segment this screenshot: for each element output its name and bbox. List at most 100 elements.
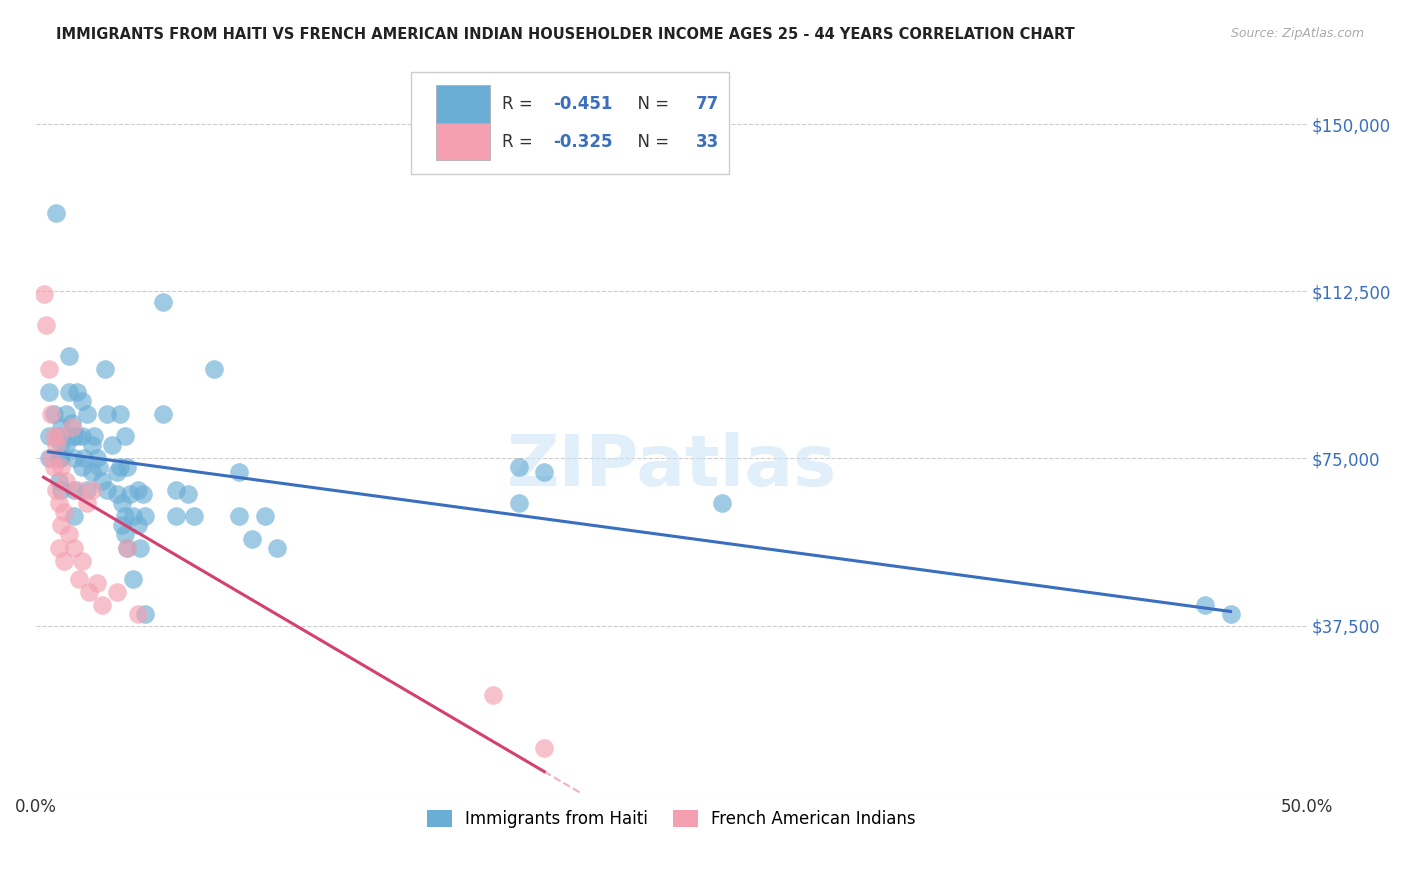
Point bbox=[48, 451, 70, 466]
Point bbox=[79, 585, 101, 599]
Point bbox=[45, 483, 67, 497]
Text: -0.451: -0.451 bbox=[553, 95, 613, 113]
Point bbox=[108, 460, 131, 475]
Point bbox=[127, 607, 149, 622]
Point bbox=[114, 429, 136, 443]
Point bbox=[121, 572, 143, 586]
Point bbox=[91, 599, 114, 613]
Point bbox=[70, 393, 93, 408]
Point bbox=[42, 460, 65, 475]
Point bbox=[96, 407, 118, 421]
Point bbox=[45, 438, 67, 452]
Point bbox=[533, 741, 555, 756]
Point bbox=[38, 451, 60, 466]
Point bbox=[52, 554, 75, 568]
Point bbox=[129, 541, 152, 555]
Point bbox=[58, 527, 80, 541]
Point bbox=[60, 416, 83, 430]
Point bbox=[165, 483, 187, 497]
Point bbox=[48, 429, 70, 443]
Point bbox=[63, 451, 86, 466]
Point bbox=[65, 483, 87, 497]
Point bbox=[48, 496, 70, 510]
Point bbox=[117, 541, 139, 555]
FancyBboxPatch shape bbox=[436, 123, 489, 161]
Point bbox=[65, 384, 87, 399]
Point bbox=[117, 541, 139, 555]
Point bbox=[83, 429, 105, 443]
Point bbox=[118, 487, 141, 501]
Point bbox=[134, 509, 156, 524]
Point bbox=[266, 541, 288, 555]
Point bbox=[63, 483, 86, 497]
Point bbox=[51, 451, 73, 466]
Point bbox=[91, 474, 114, 488]
Point bbox=[55, 438, 77, 452]
Point bbox=[51, 518, 73, 533]
Point bbox=[228, 509, 250, 524]
Point bbox=[42, 429, 65, 443]
Point bbox=[508, 460, 530, 475]
Point bbox=[117, 460, 139, 475]
Point bbox=[58, 349, 80, 363]
Point bbox=[65, 429, 87, 443]
Point bbox=[38, 362, 60, 376]
Point bbox=[48, 541, 70, 555]
Point bbox=[39, 407, 62, 421]
Point bbox=[508, 496, 530, 510]
Point bbox=[533, 465, 555, 479]
Point bbox=[114, 527, 136, 541]
Point bbox=[63, 541, 86, 555]
Point bbox=[67, 572, 90, 586]
Text: 77: 77 bbox=[696, 95, 718, 113]
FancyBboxPatch shape bbox=[411, 72, 728, 174]
Legend: Immigrants from Haiti, French American Indians: Immigrants from Haiti, French American I… bbox=[420, 804, 922, 835]
Point bbox=[105, 487, 128, 501]
Point bbox=[89, 460, 111, 475]
Point bbox=[63, 429, 86, 443]
Point bbox=[93, 362, 115, 376]
Point bbox=[42, 407, 65, 421]
Point bbox=[114, 509, 136, 524]
Point bbox=[228, 465, 250, 479]
Point bbox=[76, 496, 98, 510]
Point bbox=[51, 460, 73, 475]
Text: N =: N = bbox=[627, 95, 675, 113]
Point bbox=[76, 407, 98, 421]
Text: -0.325: -0.325 bbox=[553, 133, 613, 151]
Point bbox=[131, 487, 153, 501]
Text: 33: 33 bbox=[696, 133, 718, 151]
Point bbox=[35, 318, 58, 332]
Point bbox=[52, 505, 75, 519]
Point bbox=[152, 407, 174, 421]
Point bbox=[111, 496, 134, 510]
Point bbox=[55, 474, 77, 488]
Point bbox=[51, 420, 73, 434]
Point bbox=[38, 429, 60, 443]
Point bbox=[80, 483, 103, 497]
Point bbox=[48, 474, 70, 488]
Point bbox=[111, 518, 134, 533]
Point bbox=[108, 407, 131, 421]
Point bbox=[73, 451, 96, 466]
Point bbox=[177, 487, 200, 501]
Point bbox=[76, 483, 98, 497]
FancyBboxPatch shape bbox=[436, 85, 489, 123]
Point bbox=[55, 407, 77, 421]
Point bbox=[101, 438, 124, 452]
Point bbox=[48, 429, 70, 443]
Point bbox=[86, 576, 108, 591]
Point bbox=[86, 451, 108, 466]
Point bbox=[38, 384, 60, 399]
Text: R =: R = bbox=[502, 133, 538, 151]
Point bbox=[165, 509, 187, 524]
Point bbox=[253, 509, 276, 524]
Point bbox=[711, 496, 734, 510]
Point bbox=[70, 554, 93, 568]
Point bbox=[127, 518, 149, 533]
Point bbox=[240, 532, 263, 546]
Point bbox=[105, 585, 128, 599]
Point bbox=[127, 483, 149, 497]
Point bbox=[134, 607, 156, 622]
Point bbox=[1194, 599, 1216, 613]
